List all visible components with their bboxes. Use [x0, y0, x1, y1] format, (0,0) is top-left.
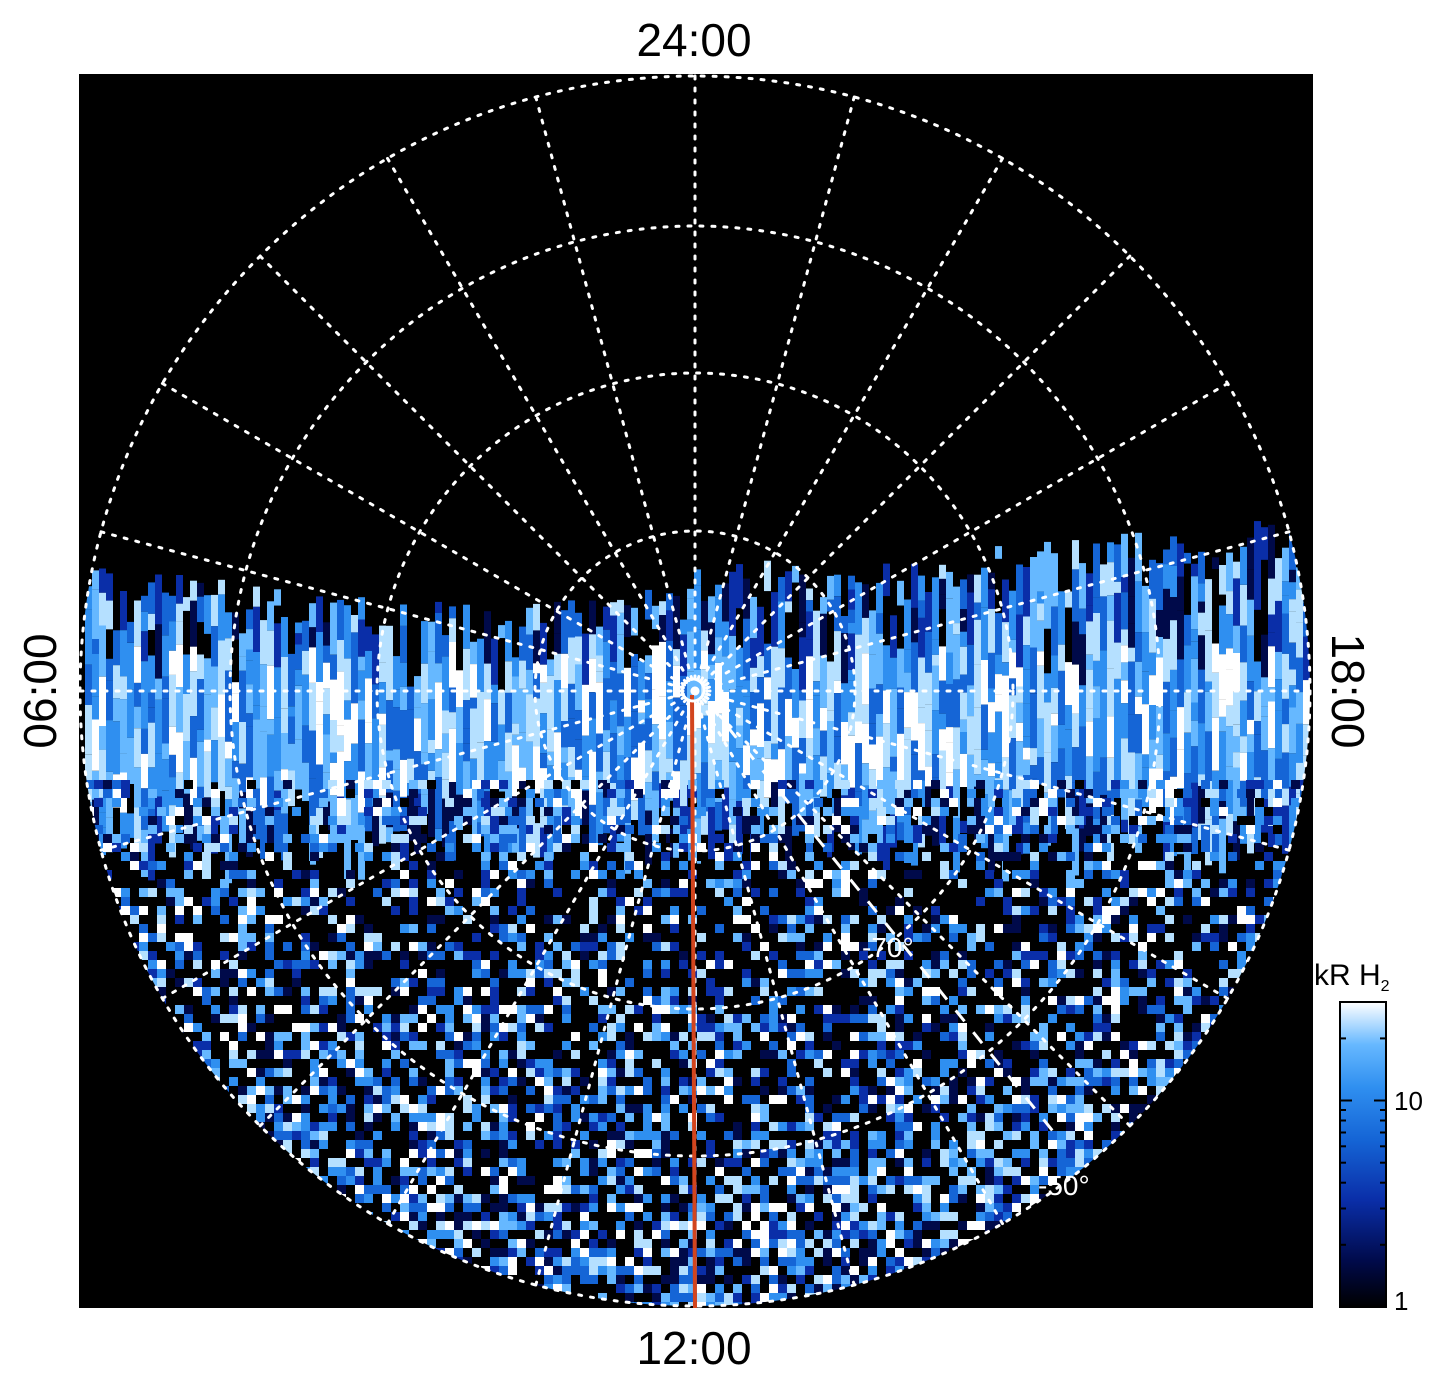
latitude-label-70: -70° [862, 932, 914, 963]
latitude-track-dashed [708, 704, 1062, 1141]
polar-grid [79, 74, 1312, 1308]
noon-meridian-line [690, 694, 697, 1309]
local-time-label-top: 24:00 [636, 14, 751, 66]
local-time-label-left: 06:00 [14, 633, 66, 748]
local-time-label-right: 18:00 [1322, 633, 1374, 748]
colorbar-gradient [1339, 1001, 1387, 1308]
local-time-label-bottom: 12:00 [636, 1322, 751, 1374]
pole-marker [680, 677, 706, 703]
colorbar-title-subscript: 2 [1381, 978, 1390, 995]
colorbar: kR H2 10 1 [1314, 959, 1423, 1316]
latitude-label-50: -50° [1038, 1170, 1090, 1201]
colorbar-tick-label-1: 1 [1394, 1286, 1408, 1316]
colorbar-title: kR H2 [1314, 959, 1390, 995]
colorbar-tick-label-10: 10 [1394, 1086, 1423, 1116]
